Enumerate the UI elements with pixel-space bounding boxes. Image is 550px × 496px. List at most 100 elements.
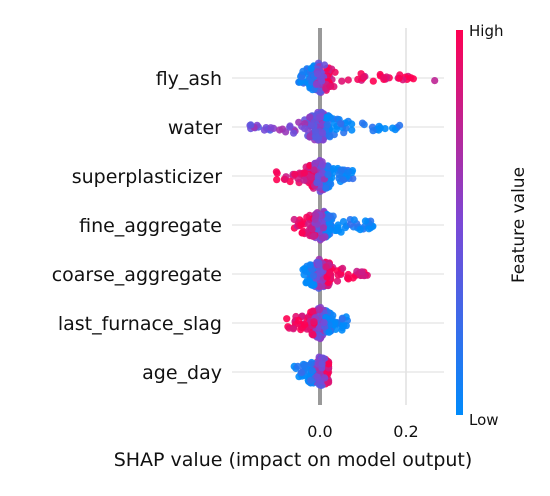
shap-point — [327, 180, 335, 188]
shap-point — [381, 125, 389, 133]
shap-point — [291, 170, 299, 178]
shap-point — [360, 73, 368, 81]
shap-point — [326, 132, 334, 140]
shap-point — [283, 315, 291, 323]
shap-point — [325, 212, 333, 220]
shap-point — [348, 120, 356, 128]
shap-point — [318, 160, 326, 169]
shap-point — [294, 362, 302, 370]
shap-point — [298, 229, 306, 237]
shap-point — [273, 176, 281, 184]
shap-point — [341, 224, 349, 232]
shap-point — [307, 376, 315, 384]
shap-point — [315, 306, 323, 314]
shap-point — [286, 122, 294, 130]
shap-point — [289, 325, 297, 333]
shap-point — [339, 218, 348, 226]
shap-point — [389, 124, 397, 132]
shap-point — [324, 171, 332, 179]
shap-point — [281, 175, 289, 183]
shap-point — [350, 216, 358, 224]
shap-point — [344, 270, 352, 279]
shap-point — [329, 311, 337, 319]
feature-label: superplasticizer — [72, 166, 223, 188]
colorbar-title: Feature value — [509, 167, 529, 283]
shap-point — [321, 374, 329, 382]
shap-point — [306, 132, 314, 140]
shap-point — [369, 127, 377, 135]
shap-point — [295, 118, 303, 126]
shap-point — [312, 80, 320, 89]
point-layer — [246, 59, 439, 389]
shap-point — [335, 171, 343, 179]
shap-point — [267, 124, 275, 132]
shap-point — [356, 226, 364, 234]
shap-point — [322, 263, 330, 271]
shap-point — [272, 168, 280, 176]
shap-point — [395, 74, 403, 82]
shap-point — [313, 179, 321, 187]
x-tick-label: 0.2 — [393, 422, 418, 441]
shap-point — [332, 125, 340, 133]
colorbar-gradient — [456, 30, 463, 415]
shap-point — [325, 360, 333, 368]
shap-point — [354, 75, 362, 83]
shap-point — [319, 234, 327, 242]
shap-point — [318, 360, 326, 368]
shap-point — [311, 127, 320, 136]
shap-point — [300, 169, 308, 177]
shap-point — [297, 221, 305, 229]
shap-point — [300, 361, 308, 370]
shap-point — [308, 225, 316, 233]
shap-point — [309, 307, 317, 315]
shap-point — [326, 82, 334, 90]
shap-point — [305, 220, 313, 228]
shap-point — [323, 113, 331, 121]
shap-point — [314, 372, 322, 380]
shap-point — [309, 232, 317, 240]
shap-point — [329, 165, 337, 173]
shap-point — [318, 169, 327, 177]
shap-point — [337, 120, 345, 128]
shap-point — [297, 78, 305, 86]
shap-point — [358, 268, 366, 276]
shap-point — [431, 77, 439, 85]
shap-point — [247, 121, 255, 129]
shap-point — [282, 128, 290, 136]
shap-point — [303, 277, 311, 285]
shap-point — [307, 64, 315, 73]
shap-point — [344, 168, 352, 176]
shap-point — [276, 126, 284, 134]
shap-point — [308, 121, 316, 129]
feature-label: fine_aggregate — [79, 215, 222, 237]
shap-point — [339, 264, 347, 272]
x-tick-label: 0.0 — [307, 422, 332, 441]
shap-point — [306, 113, 314, 121]
shap-point — [358, 119, 367, 127]
shap-point — [321, 61, 329, 69]
shap-point — [323, 121, 331, 129]
shap-point — [310, 281, 318, 289]
feature-label: last_furnace_slag — [58, 313, 222, 335]
shap-point — [312, 211, 320, 219]
shap-point — [307, 360, 315, 368]
shap-point — [409, 75, 417, 83]
colorbar-high-label: High — [469, 22, 503, 40]
shap-point — [325, 328, 333, 336]
shap-point — [294, 316, 303, 324]
feature-label: water — [168, 117, 222, 139]
shap-point — [320, 319, 328, 327]
shap-point — [322, 184, 330, 192]
shap-point — [307, 173, 315, 181]
shap-point — [301, 125, 309, 133]
shap-point — [315, 260, 323, 269]
shap-point — [311, 160, 319, 168]
axis-layer: SHAP value (impact on model output) 0.0 0… — [114, 422, 473, 471]
shap-point — [300, 176, 308, 184]
shap-point — [361, 217, 369, 225]
shap-point — [301, 321, 309, 329]
shap-point — [290, 129, 298, 137]
shap-point — [344, 76, 352, 84]
